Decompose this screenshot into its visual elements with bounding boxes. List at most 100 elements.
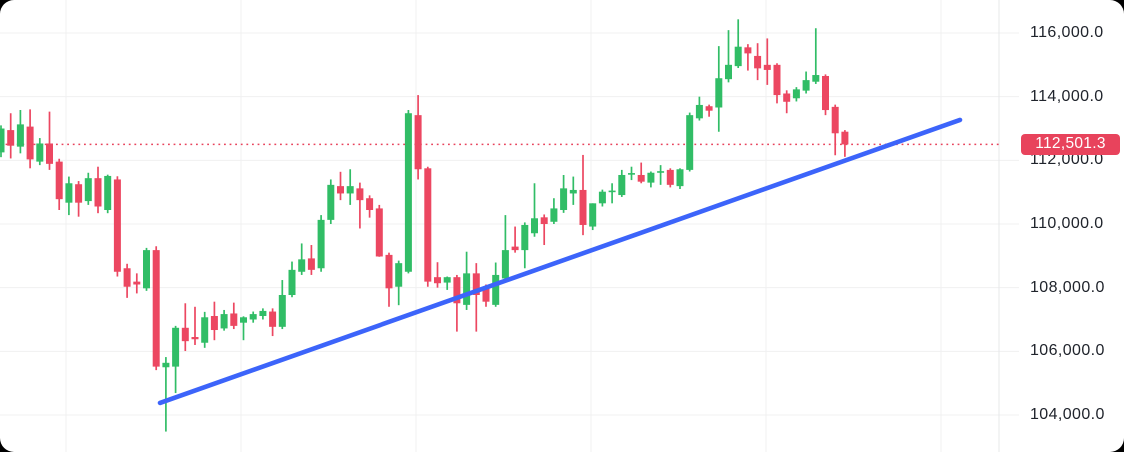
candle-body	[230, 313, 238, 326]
candle	[734, 19, 742, 69]
candle-body	[65, 183, 73, 203]
candle-body	[375, 208, 383, 257]
candle	[705, 104, 713, 117]
candle-body	[26, 126, 34, 160]
candle	[443, 276, 451, 290]
candle	[831, 104, 839, 156]
candle	[531, 183, 538, 237]
candle	[802, 71, 810, 94]
candles	[0, 19, 849, 432]
candle-body	[482, 287, 490, 302]
candle	[414, 95, 422, 180]
candle-body	[191, 337, 199, 340]
candle	[172, 325, 180, 394]
candle-body	[521, 224, 529, 251]
candle	[763, 38, 771, 85]
candle	[424, 166, 432, 287]
trendline-drawing[interactable]	[157, 117, 963, 406]
candle-body	[443, 277, 451, 283]
candle-body	[472, 273, 480, 295]
candle	[657, 165, 665, 185]
price-axis-label: 116,000.0	[1030, 24, 1104, 41]
candle-body	[822, 75, 829, 111]
candle	[589, 203, 597, 231]
candle	[792, 87, 800, 102]
candle	[472, 263, 480, 332]
price-axis[interactable]: 116,000.0 114,000.0 112,000.0 110,000.0 108,…	[999, 0, 1124, 452]
candle-body	[317, 219, 325, 269]
candle-body	[666, 169, 674, 185]
candle	[317, 215, 325, 272]
candle	[269, 308, 277, 337]
candle	[666, 168, 674, 188]
candle	[346, 169, 354, 205]
candle-body	[831, 106, 839, 134]
candle-body	[763, 64, 771, 70]
candle-body	[453, 277, 461, 304]
candle-body	[434, 277, 441, 284]
candle-body	[608, 190, 616, 193]
candle	[453, 274, 461, 332]
candle	[230, 302, 238, 330]
candle-body	[337, 186, 344, 194]
candle-body	[46, 143, 53, 164]
candle	[841, 130, 849, 157]
candle	[94, 166, 102, 214]
price-axis-label: 106,000.0	[1030, 342, 1105, 360]
candle	[327, 179, 335, 225]
candle	[686, 112, 694, 172]
candle-body	[210, 316, 218, 331]
candle	[637, 162, 645, 184]
candle-body	[637, 174, 645, 182]
candle	[569, 176, 577, 205]
candle	[7, 113, 15, 159]
candle-body	[249, 314, 257, 320]
candle-body	[540, 217, 548, 225]
candle-body	[259, 310, 267, 317]
candle-body	[705, 106, 713, 111]
candle-body	[278, 294, 286, 327]
candle	[162, 357, 170, 432]
price-axis-label: 104,000.0	[1030, 406, 1105, 423]
candle	[725, 30, 732, 83]
candle-body	[531, 218, 538, 234]
candle-body	[16, 124, 24, 147]
candle	[201, 311, 209, 348]
price-axis-label: 110,000.0	[1030, 215, 1104, 232]
candle-body	[695, 104, 703, 119]
candle-body	[734, 46, 742, 67]
candle	[249, 311, 257, 323]
candle	[36, 138, 44, 166]
candle-body	[618, 174, 626, 196]
candle	[123, 263, 131, 298]
candle-body	[725, 64, 732, 80]
candle	[647, 171, 655, 188]
candle	[695, 96, 703, 121]
candle	[16, 110, 24, 154]
candle-body	[181, 327, 189, 342]
candle	[55, 158, 63, 211]
candle	[133, 273, 141, 294]
candle	[113, 176, 121, 277]
candle	[143, 247, 150, 291]
candle	[521, 222, 529, 269]
candle-body	[424, 168, 432, 282]
candle-body	[307, 258, 315, 270]
candle-body	[492, 274, 500, 305]
candle	[560, 174, 568, 213]
candle-body	[346, 186, 354, 194]
candle	[288, 261, 296, 298]
candle-body	[143, 250, 150, 289]
candle-body	[298, 259, 306, 272]
candle-body	[133, 281, 141, 285]
candle-body	[550, 208, 558, 222]
candle-body	[123, 268, 131, 287]
candle	[191, 306, 199, 345]
candle	[75, 181, 83, 217]
candle	[754, 43, 762, 81]
candle	[628, 166, 635, 181]
candle-body	[84, 178, 92, 202]
candle	[337, 171, 344, 201]
candle-body	[783, 93, 791, 102]
